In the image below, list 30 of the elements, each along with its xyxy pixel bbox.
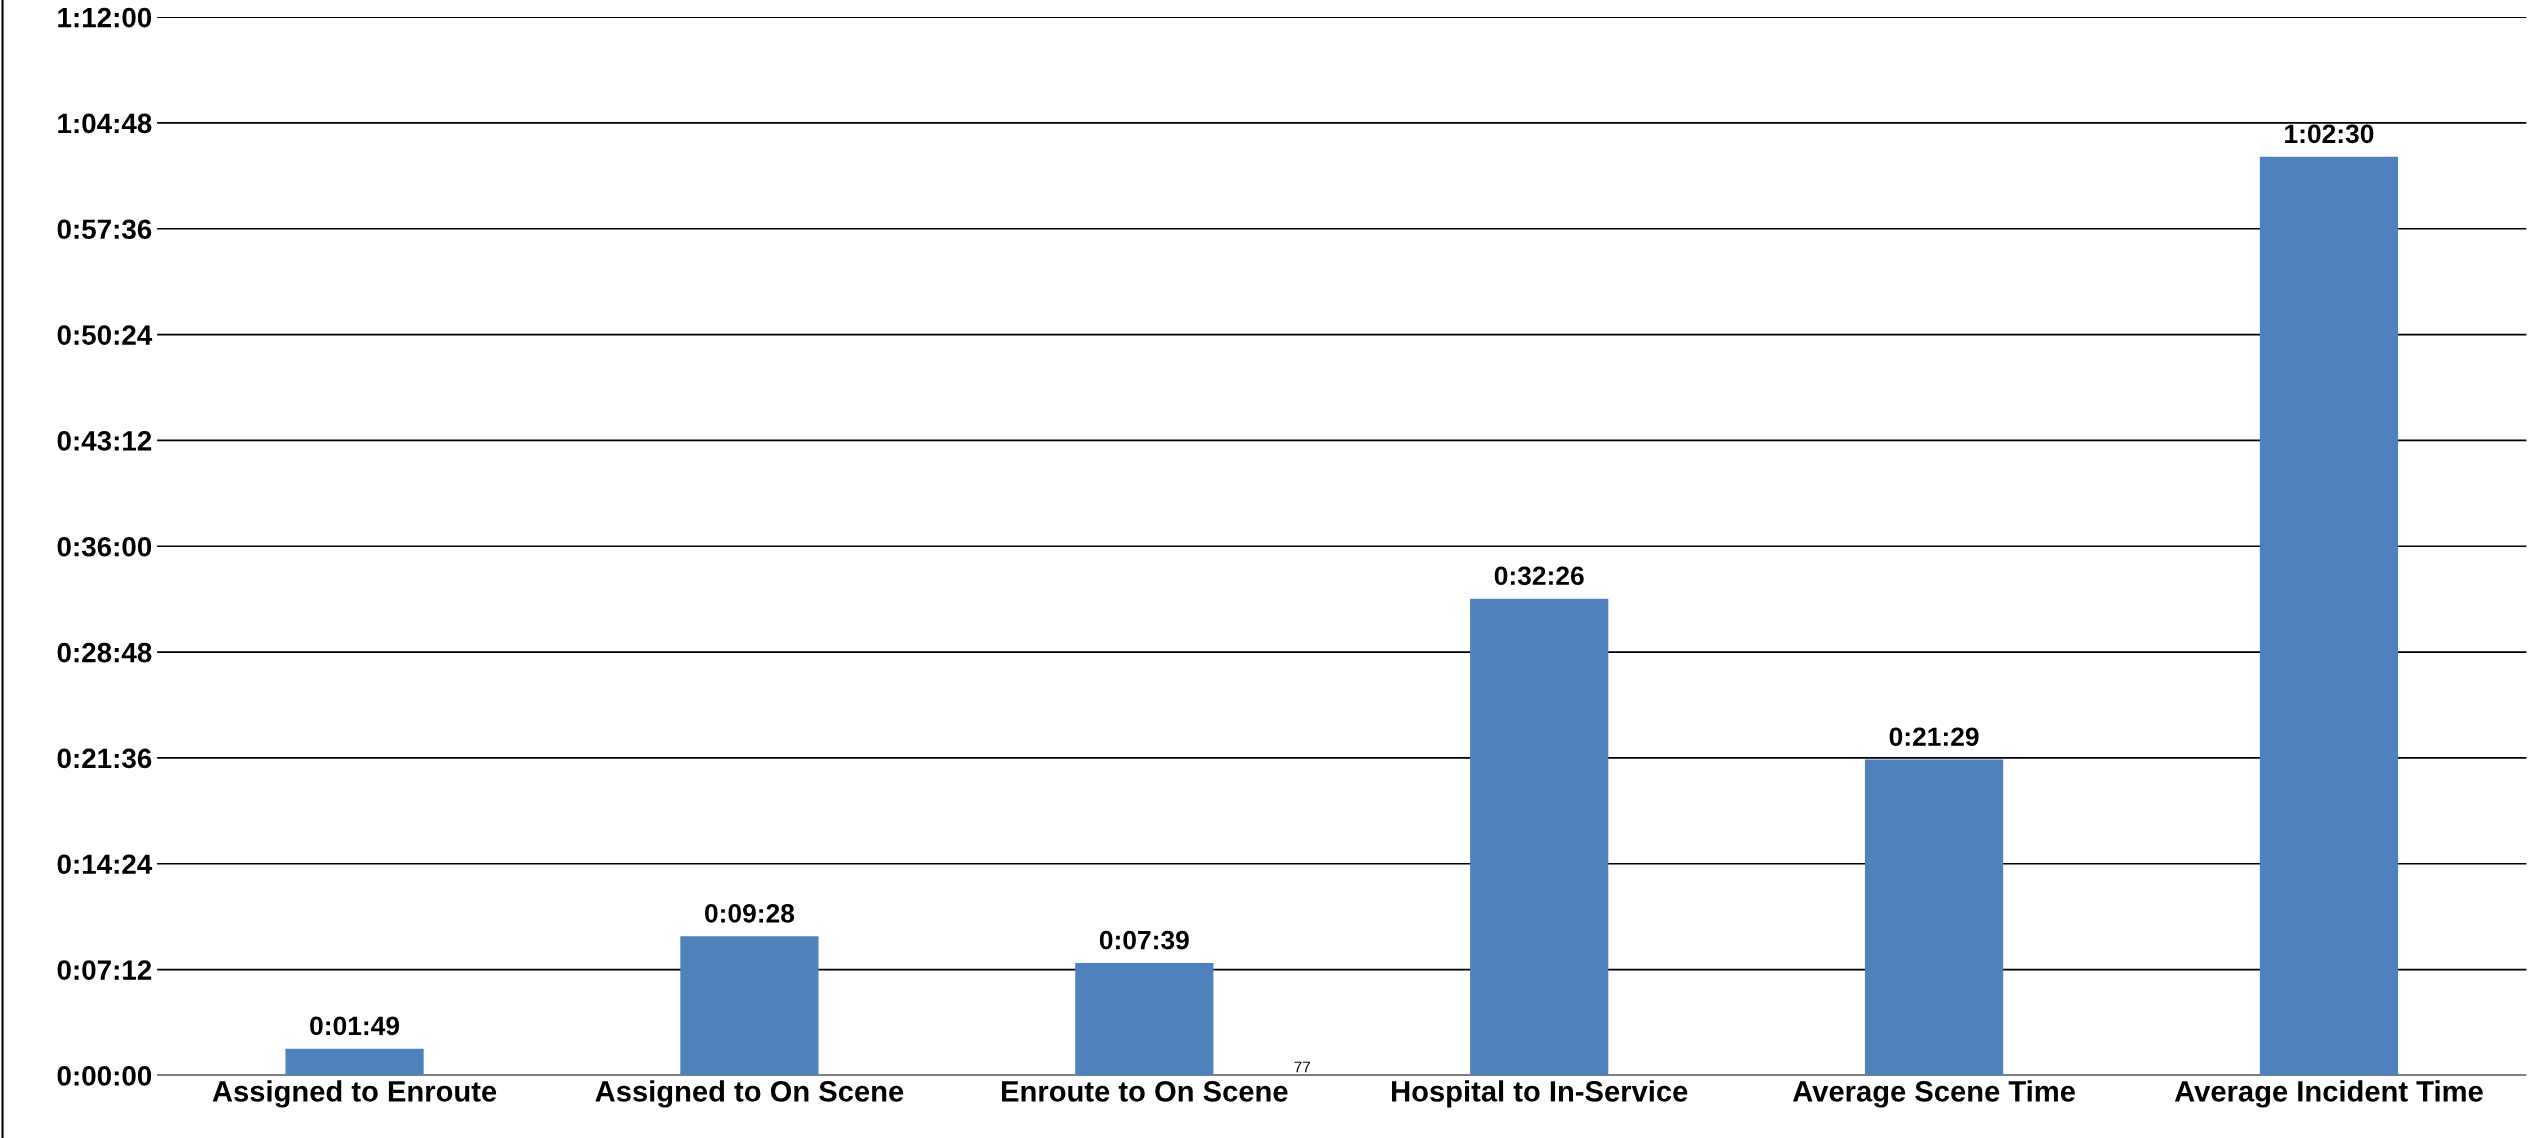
y-tick-label: 0:14:24 [57, 854, 153, 875]
y-tick-label: 0:00:00 [57, 1066, 152, 1086]
x-tick-label: Average Scene Time [1792, 1080, 2075, 1108]
annotation: 77 [1294, 1061, 1310, 1073]
bar [680, 936, 819, 1076]
bar [1864, 759, 2004, 1076]
bar [1470, 598, 1609, 1076]
x-tick-label: Enroute to On Scene [1002, 1081, 1288, 1102]
data-label: 0:32:26 [1494, 566, 1584, 586]
y-tick-label: 0:57:36 [57, 219, 152, 240]
y-tick-label: 1:04:48 [58, 113, 152, 134]
x-tick-label: Assigned to Enroute [212, 1080, 497, 1108]
y-tick-label: 0:36:00 [57, 536, 152, 557]
x-tick-label: Hospital to In-Service [1392, 1080, 1688, 1108]
y-tick-label: 1:12:00 [58, 7, 152, 28]
data-label: 0:09:28 [705, 904, 795, 923]
bar [285, 1048, 424, 1076]
y-tick-label: 0:21:36 [57, 748, 152, 769]
y-tick-label: 0:28:48 [57, 642, 152, 663]
bar [1075, 962, 1214, 1076]
x-tick-label: Average Incident Time [2174, 1080, 2483, 1108]
y-tick-label: 0:50:24 [57, 325, 153, 345]
x-tick-label: Assigned to On Scene [595, 1080, 904, 1108]
y-tick-label: 0:43:12 [57, 431, 152, 451]
data-label: 0:07:39 [1099, 930, 1189, 950]
bar [2259, 156, 2399, 1076]
data-label: 0:01:49 [310, 1016, 400, 1036]
y-tick-label: 0:07:12 [57, 960, 152, 980]
data-label: 0:21:29 [1889, 727, 1979, 747]
data-label: 1:02:30 [2285, 124, 2374, 144]
